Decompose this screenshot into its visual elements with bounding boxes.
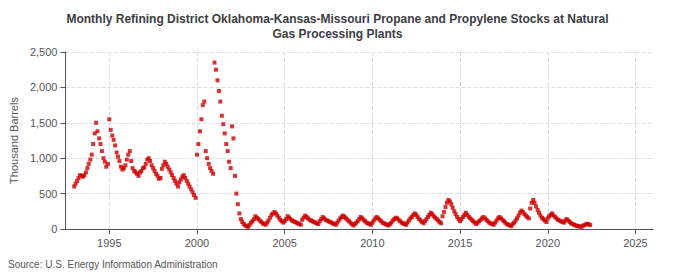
svg-text:1995: 1995	[97, 237, 121, 249]
svg-text:2005: 2005	[272, 237, 296, 249]
svg-text:Source: U.S. Energy Informatio: Source: U.S. Energy Information Administ…	[8, 259, 218, 270]
svg-text:2020: 2020	[536, 237, 560, 249]
svg-text:Monthly Refining District Okla: Monthly Refining District Oklahoma-Kansa…	[66, 12, 608, 26]
svg-text:2000: 2000	[185, 237, 209, 249]
svg-text:2,500: 2,500	[30, 46, 58, 58]
svg-text:0: 0	[51, 223, 57, 235]
svg-text:2025: 2025	[623, 237, 647, 249]
svg-text:2,000: 2,000	[30, 81, 58, 93]
svg-text:Thousand Barrels: Thousand Barrels	[8, 97, 20, 184]
svg-text:1,000: 1,000	[30, 152, 58, 164]
svg-text:2010: 2010	[360, 237, 384, 249]
svg-text:Gas Processing Plants: Gas Processing Plants	[272, 27, 402, 41]
svg-text:2015: 2015	[448, 237, 472, 249]
svg-text:1,500: 1,500	[30, 117, 58, 129]
svg-text:500: 500	[39, 188, 57, 200]
